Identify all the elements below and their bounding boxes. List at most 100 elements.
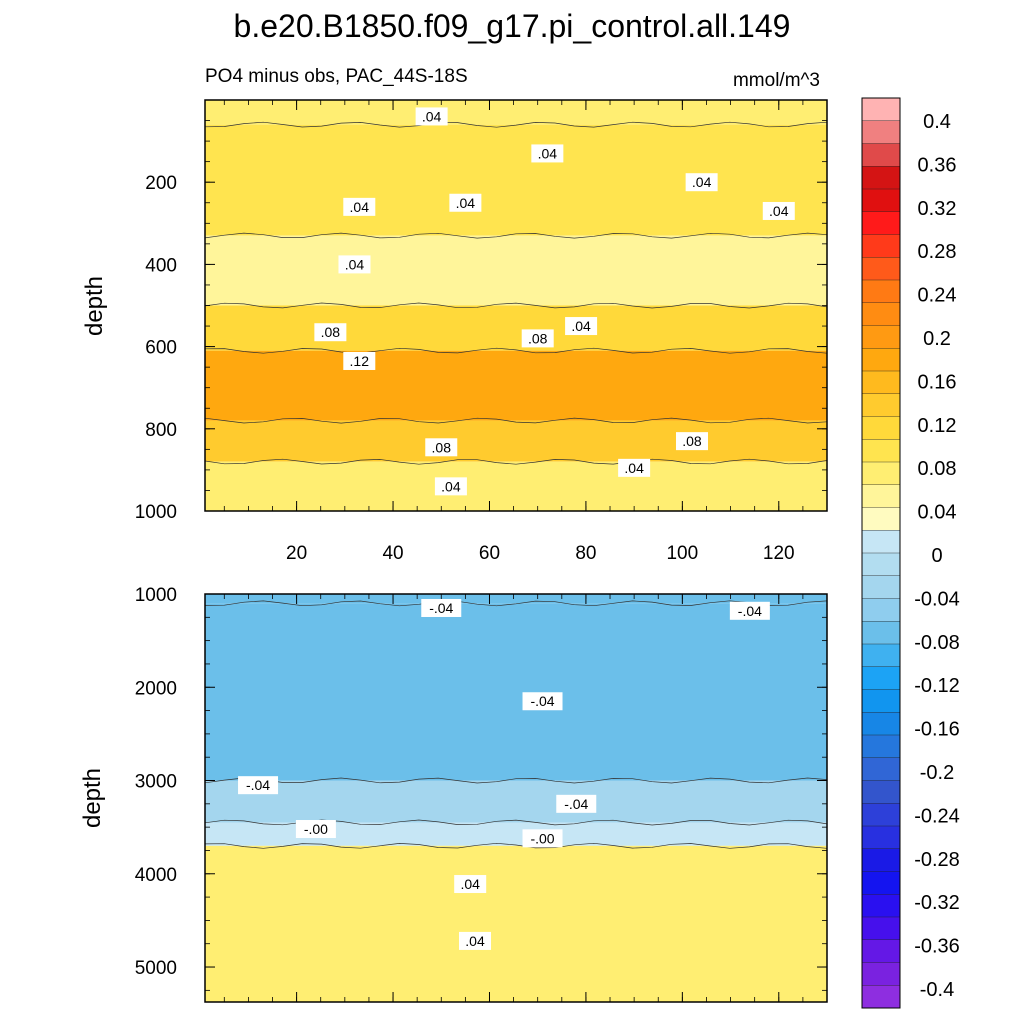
colorbar-swatch <box>861 825 901 850</box>
y-tick-label: 4000 <box>135 865 177 886</box>
lower-contour-labels: -.04 -.04 -.04 -.04 -.04 -.00 -.00 .04 .04 <box>238 598 770 950</box>
lower-heatmap-field <box>205 594 827 1002</box>
contour-label: .04 <box>762 201 795 220</box>
contour-label-text: -.00 <box>530 830 554 846</box>
contour-label-box <box>675 432 708 451</box>
contour-label: .04 <box>338 255 371 274</box>
contour-label-text: -.04 <box>564 796 588 812</box>
colorbar-swatch <box>861 916 901 941</box>
colorbar-label: -0.4 <box>920 979 954 1001</box>
colorbar-label: 0.24 <box>918 285 957 307</box>
colorbar-swatch <box>861 552 901 577</box>
y-tick-label: 5000 <box>135 958 177 979</box>
heatmap-band <box>205 420 827 462</box>
colorbar-swatch <box>861 211 901 235</box>
contour-label: .04 <box>459 931 492 950</box>
contour-label-text: -.04 <box>738 603 762 619</box>
colorbar-label: 0.32 <box>918 198 957 220</box>
colorbar-label: -0.28 <box>914 849 960 871</box>
colorbar: 0.4 0.36 0.32 0.28 0.24 0.2 0.16 0.12 0.08 0.04 0 -… <box>861 97 960 1009</box>
contour-label-box <box>338 255 371 274</box>
contour-label-text: -.04 <box>429 600 453 616</box>
contour-label-text: .04 <box>460 876 480 892</box>
x-tick-label: 80 <box>575 543 596 564</box>
colorbar-frame <box>861 97 901 1009</box>
colorbar-label: 0.04 <box>918 502 957 524</box>
contour-label-text: .04 <box>538 145 558 161</box>
colorbar-swatch <box>861 257 901 281</box>
colorbar-label: -0.24 <box>914 805 960 827</box>
contour-line <box>205 600 827 607</box>
contour-label: .04 <box>531 144 564 163</box>
contour-label-box <box>415 107 448 126</box>
contour-label: -.00 <box>295 820 336 839</box>
contour-label-box <box>685 173 718 192</box>
contour-label-text: .08 <box>321 324 341 340</box>
contour-label: .12 <box>343 351 376 370</box>
colorbar-label: -0.2 <box>920 762 954 784</box>
contour-label-box <box>295 820 336 839</box>
colorbar-swatch <box>861 985 901 1009</box>
contour-line <box>205 232 827 239</box>
contour-label-text: .04 <box>571 318 591 334</box>
colorbar-label: -0.12 <box>914 675 960 697</box>
contour-line <box>205 842 827 849</box>
contour-label-box <box>729 601 770 620</box>
colorbar-label: 0.16 <box>918 371 957 393</box>
contour-label-box <box>531 144 564 163</box>
upper-subtitle-right: mmol/m^3 <box>733 70 820 91</box>
lower-plot-frame <box>204 593 828 1003</box>
contour-label-text: .04 <box>422 108 442 124</box>
contour-label-box <box>343 197 376 216</box>
contour-label: .08 <box>425 438 458 457</box>
heatmap-band <box>205 100 827 125</box>
contour-label-box <box>421 598 462 617</box>
contour-label-text: -.04 <box>530 693 554 709</box>
colorbar-swatch <box>861 461 901 486</box>
colorbar-swatch <box>861 871 901 895</box>
contour-label-text: .04 <box>345 256 365 272</box>
colorbar-swatch <box>861 188 901 213</box>
colorbar-swatch <box>861 279 901 304</box>
x-tick-label: 40 <box>382 543 403 564</box>
colorbar-swatch <box>861 666 901 690</box>
colorbar-swatch <box>861 598 901 622</box>
contour-label: -.00 <box>522 829 563 848</box>
contour-label-box <box>238 776 279 795</box>
upper-axes: 20 40 60 80 100 120 200 400 600 800 1000 <box>135 99 827 564</box>
contour-label-text: .04 <box>465 933 485 949</box>
contour-line <box>205 121 827 128</box>
contour-line <box>205 458 827 465</box>
y-tick-label: 800 <box>145 420 177 441</box>
contour-label-text: .04 <box>350 199 370 215</box>
heatmap-band <box>205 780 827 823</box>
contour-label-box <box>521 329 554 348</box>
colorbar-label: 0.08 <box>918 458 957 480</box>
contour-label: .04 <box>565 317 598 336</box>
y-tick-label: 3000 <box>135 772 177 793</box>
x-tick-label: 60 <box>479 543 500 564</box>
contour-label: .08 <box>521 329 554 348</box>
colorbar-swatch <box>861 97 901 122</box>
colorbar-swatch <box>861 234 901 258</box>
contour-label: -.04 <box>556 794 597 813</box>
colorbar-swatch <box>861 507 901 531</box>
contour-label: .04 <box>618 458 651 477</box>
contour-label: -.04 <box>522 692 563 711</box>
contour-label: .04 <box>415 107 448 126</box>
colorbar-swatch <box>861 757 901 781</box>
colorbar-label: -0.04 <box>914 588 960 610</box>
x-tick-label: 120 <box>763 543 795 564</box>
contour-line <box>205 777 827 784</box>
contour-label-box <box>459 931 492 950</box>
contour-label-text: .04 <box>456 195 476 211</box>
colorbar-swatch <box>861 780 901 804</box>
contour-label-text: .04 <box>692 174 712 190</box>
colorbar-swatch <box>861 416 901 440</box>
heatmap-band <box>205 305 827 351</box>
y-tick-label: 1000 <box>135 502 177 523</box>
colorbar-label: 0.36 <box>918 154 957 176</box>
x-tick-label: 100 <box>666 543 698 564</box>
contour-label-box <box>556 794 597 813</box>
colorbar-swatch <box>861 439 901 463</box>
